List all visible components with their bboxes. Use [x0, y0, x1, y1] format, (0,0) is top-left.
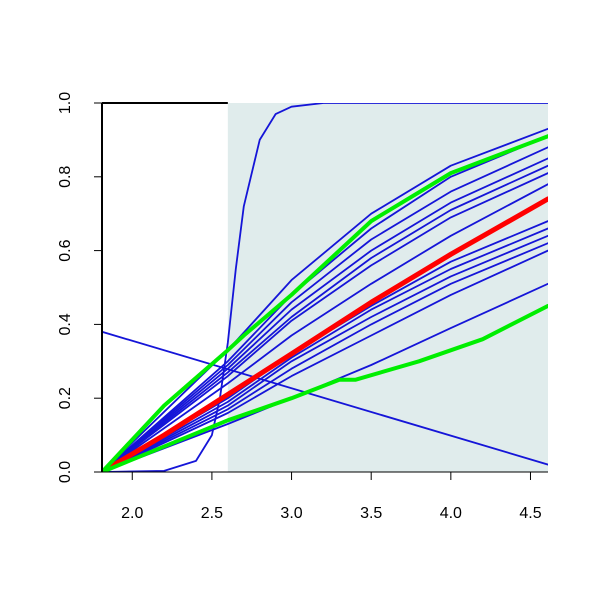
series-line-blue-8: [102, 183, 548, 472]
x-tick-label: 3.0: [280, 505, 302, 522]
series-group: [102, 103, 548, 472]
x-tick-label: 2.0: [121, 505, 143, 522]
series-line-blue-13: [102, 249, 548, 472]
series-line-blue-11: [102, 234, 548, 472]
series-line-blue-3: [102, 135, 548, 472]
series-line-blue-6: [102, 164, 548, 472]
x-tick-label: 4.5: [519, 505, 541, 522]
series-line-green-16: [102, 134, 548, 472]
series-line-blue-5: [102, 157, 548, 472]
series-line-blue-12: [102, 242, 548, 472]
series-line-blue-10: [102, 227, 548, 472]
series-line-red-15: [102, 196, 548, 472]
shaded-region: [227, 103, 549, 472]
series-line-blue-1: [102, 103, 548, 472]
series-line-blue-4: [102, 146, 548, 472]
y-tick-label: 0.6: [57, 239, 74, 261]
x-tick-label: 4.0: [440, 505, 462, 522]
y-tick-label: 0.4: [57, 313, 74, 335]
x-tick-label: 2.5: [201, 505, 223, 522]
y-tick-label: 0.2: [57, 387, 74, 409]
series-line-blue-7: [102, 172, 548, 472]
y-tick-label: 1.0: [57, 92, 74, 114]
plot-region: [102, 103, 549, 472]
series-line-green-17: [102, 303, 548, 472]
axes: 2.0 2.5 3.0 3.5 4.0 4.5 0.0 0.2 0.4 0.6 0.8 1.0: [57, 92, 548, 522]
y-tick-label: 0.0: [57, 461, 74, 483]
x-tick-label: 3.5: [360, 505, 382, 522]
y-tick-label: 0.8: [57, 166, 74, 188]
series-line-blue-0: [102, 330, 548, 466]
